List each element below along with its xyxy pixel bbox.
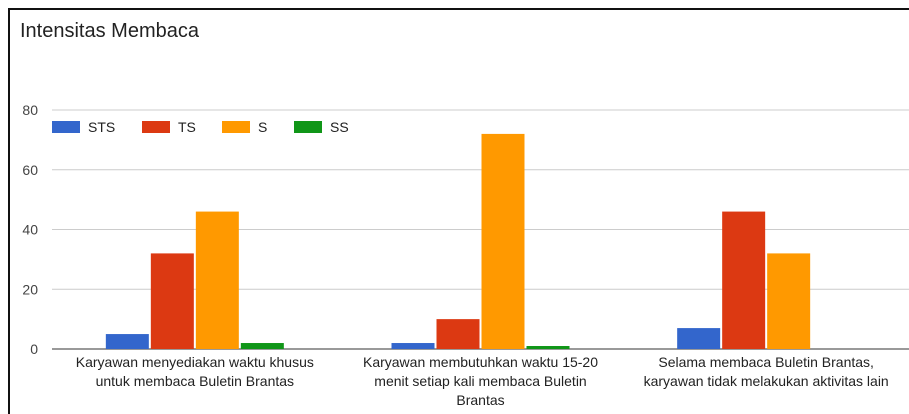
legend-swatch-ts	[142, 121, 170, 133]
y-tick-label: 60	[22, 162, 38, 178]
bar-s-1	[481, 133, 525, 349]
bar-ts-1	[436, 319, 480, 349]
legend-label-ts: TS	[178, 119, 196, 135]
bar-ts-2	[722, 211, 766, 349]
x-category-label: karyawan tidak melakukan aktivitas lain	[644, 373, 889, 389]
x-category-label: untuk membaca Buletin Brantas	[96, 373, 294, 389]
y-tick-label: 0	[30, 341, 38, 357]
x-category-label: Karyawan membutuhkan waktu 15-20	[363, 354, 598, 370]
legend-label-s: S	[258, 119, 267, 135]
chart-title: Intensitas Membaca	[20, 20, 199, 42]
y-axis-ticks: 0 20 40 60 80	[22, 102, 38, 357]
bar-s-2	[767, 253, 811, 349]
bar-sts-1	[391, 343, 435, 349]
bar-ss-1	[526, 346, 570, 349]
y-tick-label: 80	[22, 102, 38, 118]
legend-swatch-s	[222, 121, 250, 133]
legend-swatch-ss	[294, 121, 322, 133]
legend-label-ss: SS	[330, 119, 349, 135]
x-category-label: Brantas	[456, 392, 504, 408]
grid-lines	[52, 109, 909, 350]
legend-swatch-sts	[52, 121, 80, 133]
bar-s-0	[195, 211, 239, 349]
bar-ss-0	[240, 343, 284, 349]
bar-ts-0	[150, 253, 194, 349]
bar-sts-0	[105, 334, 149, 349]
x-axis-categories: Karyawan menyediakan waktu khusus untuk m…	[76, 354, 889, 408]
y-tick-label: 20	[22, 281, 38, 297]
x-category-label: Karyawan menyediakan waktu khusus	[76, 354, 314, 370]
legend-label-sts: STS	[88, 119, 115, 135]
x-category-label: Selama membaca Buletin Brantas,	[658, 354, 874, 370]
y-tick-label: 40	[22, 222, 38, 238]
bar-sts-2	[677, 328, 721, 349]
x-category-label: menit setiap kali membaca Buletin	[374, 373, 586, 389]
legend: STS TS S SS	[52, 119, 349, 135]
bars	[105, 133, 811, 349]
